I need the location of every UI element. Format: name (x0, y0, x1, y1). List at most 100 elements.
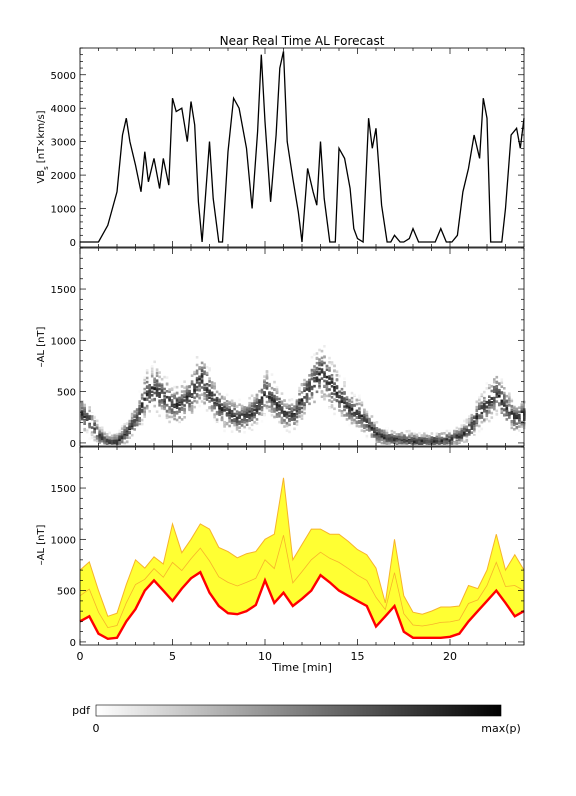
pdf-cell (278, 401, 281, 404)
pdf-cell (518, 429, 521, 432)
pdf-cell (418, 431, 421, 435)
pdf-cell (233, 421, 236, 425)
pdf-cell (335, 373, 339, 377)
pdf-cell (390, 440, 394, 444)
pdf-cell (405, 430, 409, 433)
pdf-cell (165, 390, 169, 393)
pdf-cell (200, 369, 204, 373)
pdf-cell (128, 423, 131, 426)
pdf-cell (155, 358, 159, 361)
pdf-cell (223, 405, 226, 409)
pdf-cell (510, 410, 514, 414)
pdf-cell (200, 374, 204, 378)
pdf-cell (225, 414, 229, 417)
pdf-cell (218, 405, 221, 409)
pdf-cell (165, 395, 169, 399)
pdf-cell (325, 375, 329, 379)
vbs-series-line (80, 51, 525, 244)
pdf-cell (505, 409, 509, 413)
pdf-cell (475, 400, 479, 404)
pdf-cell (333, 398, 336, 401)
pdf-cell (90, 436, 94, 439)
pdf-cell (518, 418, 521, 421)
pdf-cell (98, 426, 101, 430)
pdf-cell (225, 429, 229, 433)
pdf-cell (88, 416, 91, 419)
pdf-cell (138, 400, 141, 403)
pdf-cell (150, 367, 154, 370)
pdf-cell (200, 393, 204, 396)
pdf-cell (143, 406, 146, 410)
pdf-cell (423, 437, 426, 441)
pdf-cell (293, 408, 296, 411)
pdf-cell (225, 408, 229, 412)
pdf-cell (303, 402, 306, 405)
pdf-cell (175, 399, 179, 402)
pdf-cell (235, 423, 239, 426)
pdf-cell (228, 411, 231, 415)
pdf-cell (205, 383, 209, 386)
pdf-cell (95, 435, 99, 438)
pdf-cell (105, 439, 109, 442)
pdf-cell (230, 404, 234, 407)
pdf-cell (133, 428, 136, 431)
pdf-cell (80, 410, 84, 413)
pdf-cell (320, 349, 324, 353)
pdf-cell (430, 439, 434, 442)
pdf-cell (213, 406, 216, 409)
pdf-cell (100, 439, 104, 443)
pdf-cell (83, 406, 86, 410)
pdf-cell (445, 429, 449, 433)
pdf-cell (188, 399, 191, 403)
pdf-cell (370, 433, 374, 436)
pdf-cell (480, 416, 484, 419)
pdf-cell (273, 380, 276, 384)
pdf-cell (225, 421, 229, 425)
pdf-cell (298, 401, 301, 405)
pdf-cell (215, 421, 219, 424)
pdf-cell (313, 376, 316, 380)
pdf-cell (445, 440, 449, 444)
pdf-cell (190, 407, 194, 410)
pdf-cell (385, 431, 389, 435)
pdf-cell (443, 438, 446, 442)
pdf-cell (478, 424, 481, 428)
pdf-cell (148, 393, 151, 396)
pdf-cell (305, 388, 309, 391)
pdf-cell (183, 394, 186, 398)
pdf-cell (460, 431, 464, 435)
pdf-cell (223, 425, 226, 428)
pdf-cell (235, 428, 239, 431)
pdf-cell (338, 390, 341, 394)
pdf-cell (268, 405, 271, 409)
pdf-cell (295, 423, 299, 426)
pdf-cell (160, 377, 164, 381)
pdf-cell (270, 391, 274, 395)
pdf-cell (383, 439, 386, 443)
pdf-cell (298, 398, 301, 402)
pdf-cell (100, 428, 104, 432)
pdf-cell (145, 392, 149, 395)
pdf-cell (330, 405, 334, 409)
pdf-cell (275, 403, 279, 406)
pdf-cell (183, 409, 186, 412)
pdf-cell (413, 442, 416, 445)
pdf-cell (470, 425, 474, 428)
pdf-cell (363, 424, 366, 427)
pdf-cell (313, 348, 316, 352)
pdf-cell (373, 434, 376, 437)
pdf-cell (288, 419, 291, 422)
pdf-cell (215, 398, 219, 402)
pdf-cell (208, 393, 211, 397)
pdf-cell (83, 408, 86, 412)
pdf-cell (485, 414, 489, 418)
pdf-cell (435, 435, 439, 439)
pdf-cell (398, 436, 401, 439)
pdf-cell (153, 378, 156, 381)
pdf-cell (228, 405, 231, 409)
pdf-cell (330, 385, 334, 388)
pdf-cell (215, 412, 219, 416)
pdf-cell (395, 438, 399, 441)
pdf-cell (240, 407, 244, 410)
pdf-cell (275, 412, 279, 416)
